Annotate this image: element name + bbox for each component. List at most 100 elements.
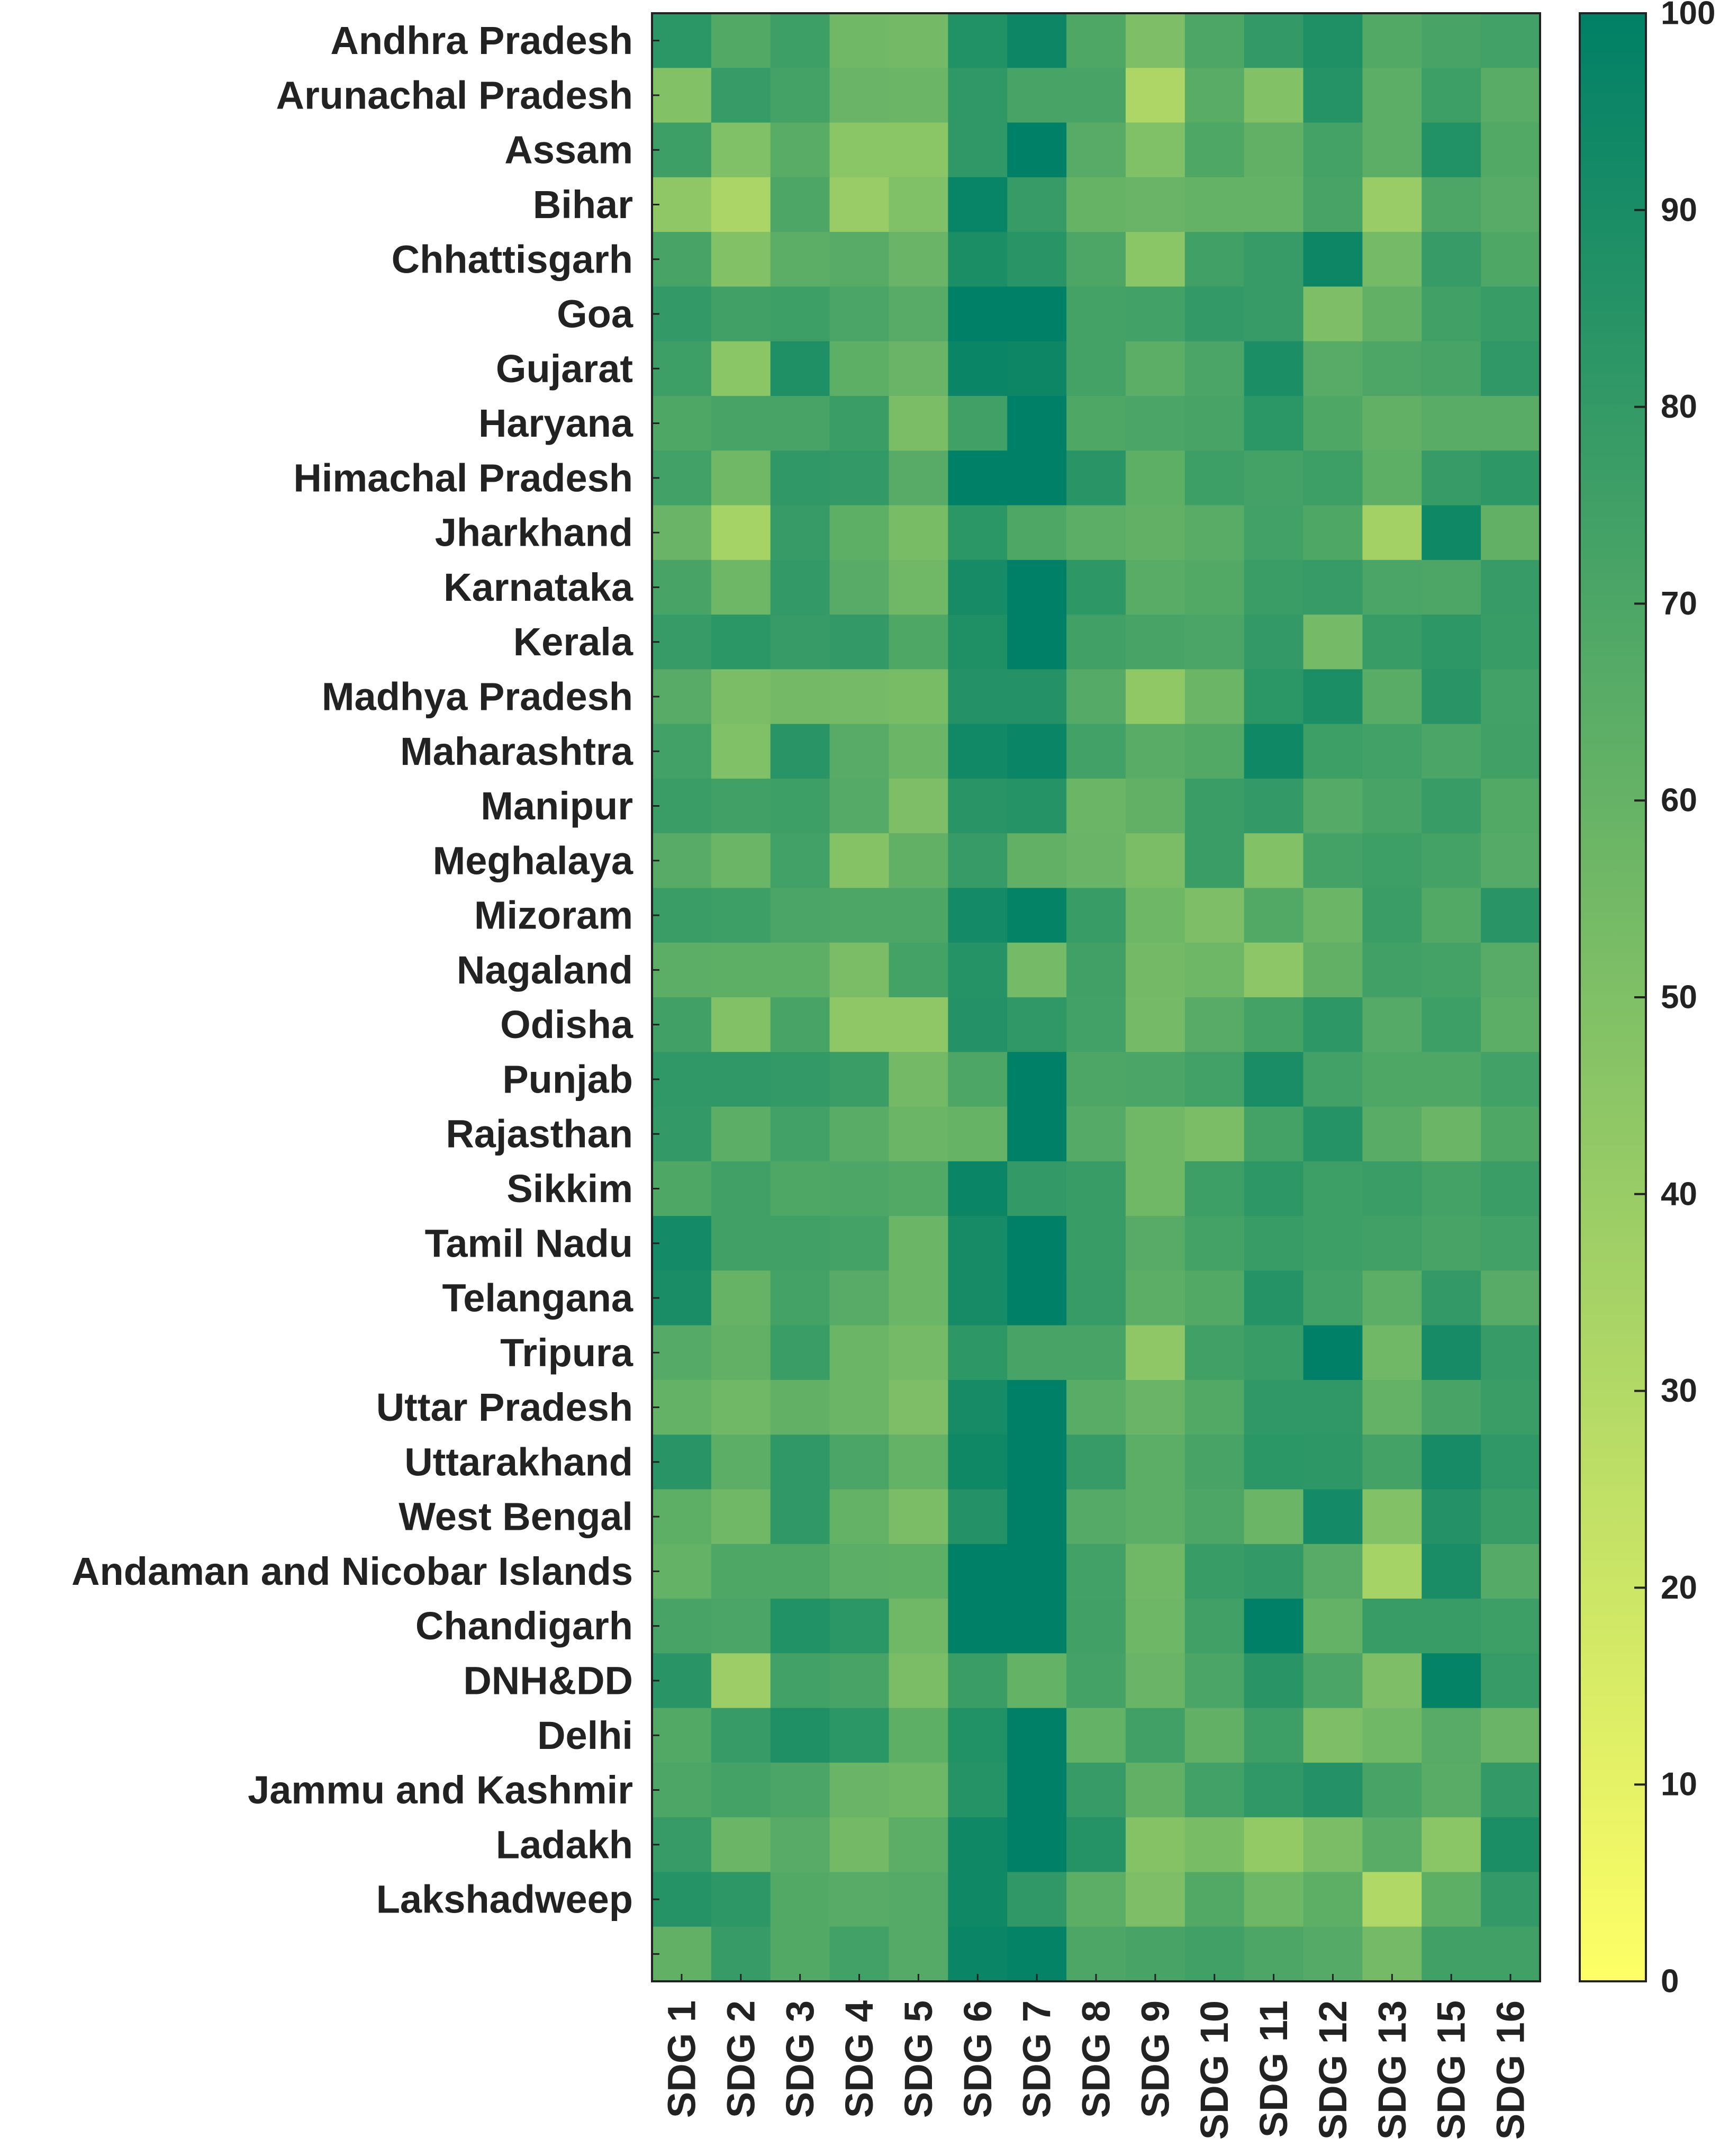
heatmap-cell [711, 1544, 771, 1599]
plot-frame [651, 12, 1541, 1982]
column-label: SDG 3 [778, 2000, 822, 2118]
row-label: Manipur [481, 784, 633, 828]
heatmap-cell [1184, 997, 1245, 1052]
heatmap-cell [948, 177, 1008, 232]
row-labels: Andhra Pradesh Arunachal Pradesh Assam Biha… [71, 19, 659, 1955]
heatmap-cell [1007, 1872, 1067, 1927]
heatmap-cell [770, 450, 830, 506]
heatmap-cell [1422, 1325, 1481, 1381]
heatmap-cell [1125, 1544, 1185, 1599]
heatmap-cell [889, 1216, 948, 1271]
heatmap-cell [1066, 1379, 1126, 1435]
heatmap-cell [829, 997, 890, 1052]
heatmap-cell [1481, 1435, 1541, 1490]
row-label: Haryana [478, 401, 633, 445]
heatmap-cell [770, 286, 830, 342]
column-label: SDG 8 [1074, 2000, 1118, 2118]
heatmap-cell [770, 1653, 830, 1709]
heatmap-cell [948, 560, 1008, 615]
heatmap-cell [1125, 833, 1185, 889]
row-label: Chhattisgarh [392, 237, 633, 281]
heatmap-cell [1481, 560, 1541, 615]
column-label: SDG 7 [1015, 2000, 1059, 2118]
heatmap-cell [1007, 1599, 1067, 1654]
heatmap-cell [1066, 1544, 1126, 1599]
heatmap-cell [1007, 778, 1067, 834]
heatmap-cell [1303, 1270, 1363, 1326]
heatmap-cell [652, 1161, 712, 1216]
heatmap-cell [770, 724, 830, 779]
heatmap-cell [889, 1161, 948, 1216]
column-label: SDG 5 [897, 2000, 940, 2118]
heatmap-cell [1007, 1325, 1067, 1381]
heatmap-cell [1066, 833, 1126, 889]
heatmap-cell [652, 1216, 712, 1271]
heatmap-cell [1303, 1872, 1363, 1927]
heatmap-cell [1303, 1379, 1363, 1435]
heatmap-cell [1481, 1489, 1541, 1545]
heatmap-cell [1362, 615, 1422, 670]
heatmap-cell [1184, 888, 1245, 943]
heatmap-cell [1066, 1817, 1126, 1873]
heatmap-cell [711, 560, 771, 615]
heatmap-cell [1303, 560, 1363, 615]
heatmap-cell [1066, 1270, 1126, 1326]
heatmap-cell [1422, 888, 1481, 943]
heatmap-cell [711, 1106, 771, 1162]
heatmap-cell [1362, 669, 1422, 725]
row-label: Kerala [513, 620, 633, 664]
heatmap-cell [1125, 232, 1185, 287]
heatmap-cell [1184, 942, 1245, 998]
heatmap-cell [652, 341, 712, 396]
heatmap-cell [829, 13, 890, 68]
heatmap-cell [1125, 1052, 1185, 1107]
heatmap-cell [829, 450, 890, 506]
heatmap-cell [652, 1708, 712, 1763]
column-label: SDG 4 [837, 2000, 881, 2118]
heatmap-cell [948, 1325, 1008, 1381]
heatmap-cell [1007, 888, 1067, 943]
heatmap-cell [1422, 232, 1481, 287]
heatmap-cell [1481, 232, 1541, 287]
heatmap-cell [889, 560, 948, 615]
heatmap-cell [948, 997, 1008, 1052]
heatmap-cell [770, 505, 830, 561]
heatmap-cell [1125, 669, 1185, 725]
heatmap-cell [770, 560, 830, 615]
heatmap-cell [770, 13, 830, 68]
heatmap-cell [1362, 1052, 1422, 1107]
heatmap-cell [1481, 1325, 1541, 1381]
heatmap-cell [1184, 778, 1245, 834]
heatmap-cell [652, 1435, 712, 1490]
colorbar-tick-label: 40 [1661, 1176, 1697, 1212]
heatmap-cell [1125, 1599, 1185, 1654]
heatmap-cell [1244, 1817, 1304, 1873]
heatmap-cell [1481, 122, 1541, 178]
heatmap-cell [1303, 615, 1363, 670]
heatmap-cell [711, 122, 771, 178]
heatmap-cell [1125, 1216, 1185, 1271]
heatmap-cell [1303, 395, 1363, 451]
colorbar-tick-label: 70 [1661, 585, 1697, 622]
heatmap-cell [1007, 997, 1067, 1052]
heatmap-cell [829, 615, 890, 670]
heatmap-cell [1422, 669, 1481, 725]
heatmap-cell [1125, 1379, 1185, 1435]
heatmap-cell [652, 13, 712, 68]
colorbar-tick-label: 10 [1661, 1766, 1697, 1803]
heatmap-cell [1362, 1708, 1422, 1763]
heatmap-cell [1362, 1106, 1422, 1162]
heatmap-cell [1066, 724, 1126, 779]
column-label: SDG 15 [1429, 2000, 1473, 2140]
heatmap-cell [1244, 13, 1304, 68]
heatmap-cell [1303, 1161, 1363, 1216]
heatmap-cell [1125, 341, 1185, 396]
heatmap-cell [948, 615, 1008, 670]
row-label: Andhra Pradesh [330, 19, 633, 62]
row-label: Maharashtra [400, 729, 633, 773]
heatmap-cell [829, 505, 890, 561]
heatmap-cell [1422, 1926, 1481, 1982]
heatmap-cell [1007, 450, 1067, 506]
heatmap-cell [829, 1325, 890, 1381]
heatmap-cell [1481, 450, 1541, 506]
